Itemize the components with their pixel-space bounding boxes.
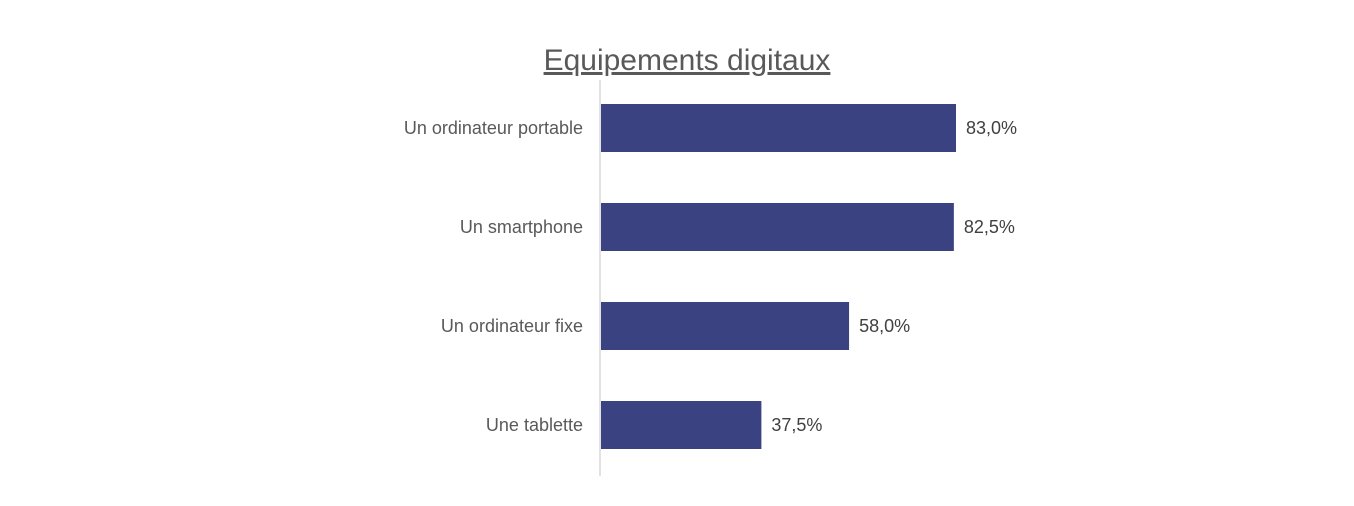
bar-1 (601, 203, 954, 251)
category-label-3: Une tablette (486, 415, 583, 435)
bar-2 (601, 302, 850, 350)
value-label-3: 37,5% (771, 415, 822, 435)
category-label-2: Un ordinateur fixe (441, 316, 583, 336)
category-label-1: Un smartphone (460, 217, 583, 237)
value-label-1: 82,5% (964, 217, 1015, 237)
value-label-0: 83,0% (966, 118, 1017, 138)
value-labels-group: 83,0% 82,5% 58,0% 37,5% (771, 118, 1017, 435)
value-label-2: 58,0% (859, 316, 910, 336)
bar-0 (601, 104, 956, 152)
bars-group (601, 104, 956, 449)
bar-3 (601, 401, 762, 449)
category-label-0: Un ordinateur portable (404, 118, 583, 138)
category-labels-group: Un ordinateur portable Un smartphone Un or… (404, 118, 583, 435)
chart-title: Equipements digitaux (544, 44, 831, 77)
